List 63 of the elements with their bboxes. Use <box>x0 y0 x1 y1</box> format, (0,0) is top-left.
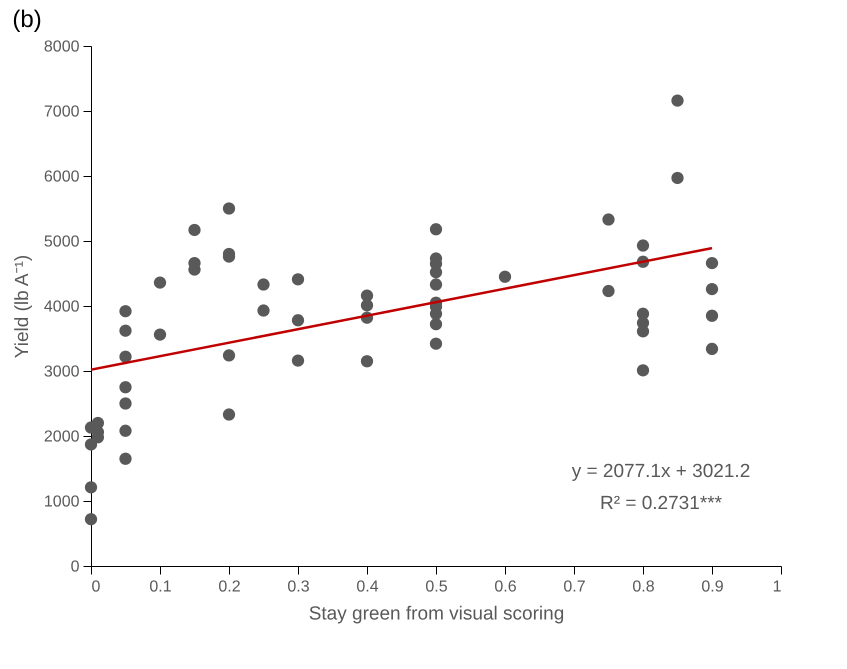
point <box>706 282 718 296</box>
point <box>706 256 718 270</box>
y-axis-title: Yield (lb A⁻¹) <box>12 254 33 358</box>
point <box>706 342 718 356</box>
point <box>430 318 442 330</box>
x-axis-title: Stay green from visual scoring <box>308 604 564 624</box>
point <box>154 276 166 289</box>
point <box>119 381 132 394</box>
y-tick-label: 5000 <box>44 234 80 250</box>
x-tick-label: 0.8 <box>632 578 655 596</box>
point <box>84 481 98 494</box>
point <box>360 299 374 312</box>
point <box>602 284 615 298</box>
point <box>671 94 684 107</box>
y-tick-label: 0 <box>70 558 80 576</box>
point <box>222 408 236 421</box>
point <box>119 424 132 437</box>
x-tick-label: 0.1 <box>149 578 172 596</box>
point <box>498 270 512 283</box>
x-tick-label: 0 <box>92 578 100 596</box>
point <box>430 338 442 350</box>
point <box>602 213 615 226</box>
point <box>292 273 304 286</box>
x-tick-label: 0.5 <box>425 578 448 596</box>
y-tick-label: 3000 <box>44 364 80 380</box>
annotation: R² = 0.2731*** <box>600 493 723 514</box>
point <box>119 397 132 410</box>
x-tick-label: 0.9 <box>701 578 724 596</box>
point <box>222 202 236 215</box>
y-tick-label: 4000 <box>44 298 80 316</box>
point <box>636 239 650 252</box>
point <box>119 324 132 337</box>
point <box>84 513 98 526</box>
x-tick-label: 0.4 <box>356 578 379 596</box>
point <box>430 278 442 291</box>
point <box>257 304 270 317</box>
x-tick-label: 1 <box>772 578 782 596</box>
x-tick-label: 0.6 <box>494 578 517 596</box>
point <box>119 452 132 465</box>
point <box>84 438 98 451</box>
point <box>430 223 442 236</box>
annotation: y = 2077.1x + 3021.2 <box>572 461 750 482</box>
x-tick-label: 0.7 <box>563 578 586 596</box>
x-tick-label: 0.2 <box>218 578 241 596</box>
y-tick-label: 6000 <box>44 168 80 186</box>
chart-title: (b) <box>12 6 42 33</box>
y-tick-label: 2000 <box>44 428 80 446</box>
point <box>636 364 650 376</box>
x-tick-label: 0.3 <box>287 578 310 596</box>
y-tick-label: 7000 <box>44 104 80 120</box>
point <box>257 278 270 291</box>
point <box>671 172 684 184</box>
point <box>154 328 166 341</box>
point <box>188 224 201 236</box>
point <box>292 314 304 326</box>
point <box>292 354 304 367</box>
y-tick-label: 8000 <box>44 38 80 56</box>
point <box>222 349 236 362</box>
point <box>360 355 374 368</box>
y-tick-label: 1000 <box>44 494 80 510</box>
point <box>119 305 132 318</box>
point <box>119 350 132 363</box>
point <box>706 310 718 322</box>
